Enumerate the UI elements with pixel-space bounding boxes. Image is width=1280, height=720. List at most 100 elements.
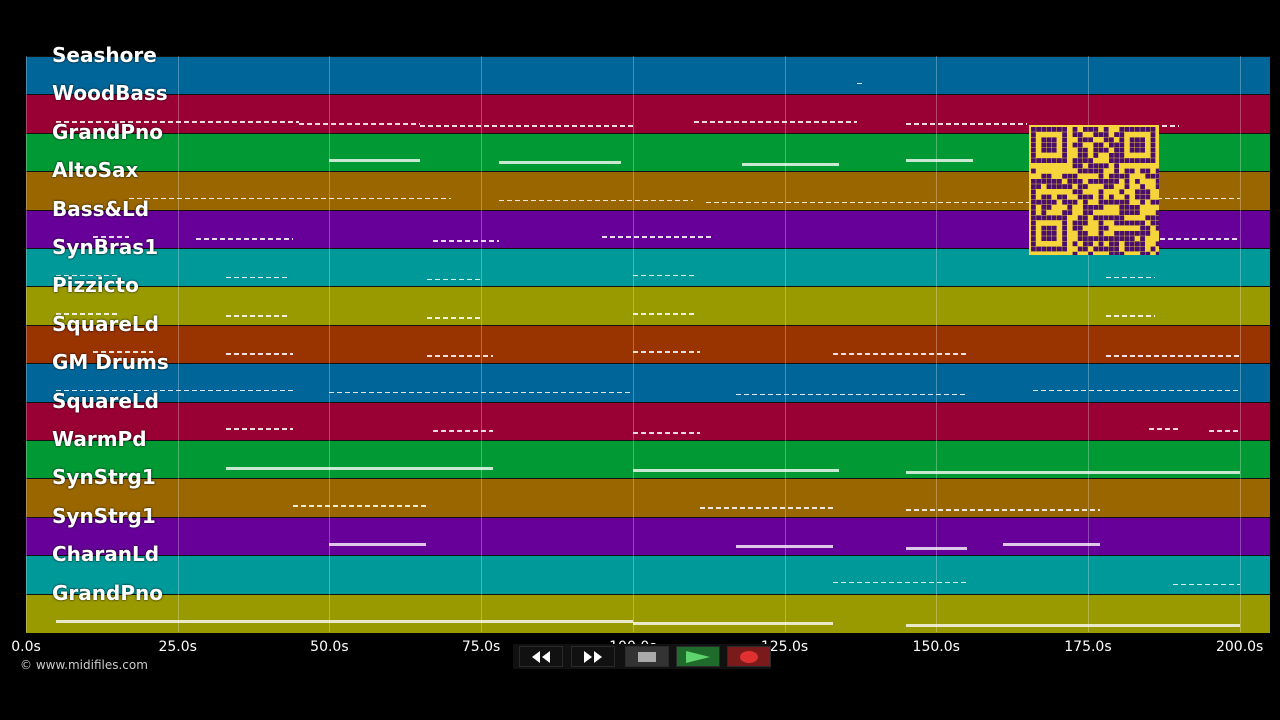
play-button[interactable] (676, 646, 720, 667)
note-segment (905, 624, 1240, 628)
note-segment (833, 581, 967, 584)
note-segment (92, 236, 130, 238)
grid-line (784, 56, 786, 632)
grid-line (1239, 56, 1241, 632)
note-segment (602, 236, 712, 238)
grid-line (632, 56, 634, 632)
grid-line (936, 56, 938, 632)
note-segment (226, 315, 287, 317)
track-label: SquareLd (52, 311, 159, 336)
note-segment (499, 161, 621, 165)
note-segment (329, 543, 427, 547)
note-segment (226, 466, 494, 470)
time-tick-label: 0.0s (11, 639, 41, 655)
track-label: WarmPd (52, 427, 147, 451)
note-segment (632, 468, 840, 472)
note-segment (1209, 430, 1240, 432)
fast-forward-button[interactable] (571, 646, 615, 667)
note-segment (499, 199, 694, 202)
note-segment (1106, 315, 1155, 317)
note-segment (1002, 543, 1101, 547)
note-segment (426, 278, 482, 281)
note-segment (632, 351, 700, 353)
note-segment (735, 393, 967, 396)
note-segment (905, 159, 973, 163)
track-label: AltoSax (52, 158, 139, 183)
track-label: SynStrg1 (52, 503, 156, 528)
note-segment (226, 353, 293, 355)
note-segment (56, 121, 300, 123)
note-segment (426, 355, 494, 357)
rewind-icon (532, 650, 550, 663)
track-lane (26, 440, 1270, 480)
grid-line (329, 56, 331, 632)
note-segment (905, 123, 1028, 125)
track-lane (26, 401, 1270, 441)
track-label: GM Drums (52, 350, 169, 375)
track-lane (26, 478, 1270, 518)
note-segment (129, 197, 451, 200)
time-tick-label: 125.0s (760, 639, 809, 655)
grid-line (1087, 56, 1089, 632)
note-segment (905, 470, 1240, 474)
rewind-button[interactable] (519, 646, 563, 667)
note-segment (56, 389, 293, 392)
note-segment (833, 353, 967, 355)
note-segment (432, 430, 494, 432)
track-lane (26, 516, 1270, 557)
note-segment (293, 505, 427, 507)
note-segment (1106, 355, 1240, 357)
note-segment (92, 351, 154, 353)
note-segment (632, 274, 694, 277)
track-label: WoodBass (52, 81, 168, 106)
record-button[interactable] (727, 646, 771, 667)
track-label: Bass&Ld (52, 196, 150, 221)
time-tick-label: 25.0s (158, 639, 197, 655)
time-tick-label: 200.0s (1215, 639, 1264, 655)
play-icon (686, 650, 710, 663)
track-label: Seashore (52, 43, 157, 67)
note-segment (329, 391, 633, 394)
note-segment (705, 201, 1088, 204)
note-segment (742, 163, 840, 167)
track-lane (26, 286, 1270, 326)
time-tick-label: 150.0s (912, 639, 960, 655)
note-segment (632, 432, 700, 434)
track-label: SquareLd (52, 388, 159, 413)
grid-line (177, 56, 179, 632)
stop-button[interactable] (625, 646, 669, 667)
note-segment (632, 622, 834, 626)
note-segment (735, 545, 834, 549)
time-tick-label: 75.0s (461, 639, 501, 655)
track-label: SynBras1 (52, 235, 159, 259)
note-segment (1136, 238, 1240, 240)
note-segment (905, 509, 1101, 511)
grid-line (481, 56, 483, 632)
note-segment (329, 159, 421, 163)
note-segment (426, 317, 482, 319)
grid-line (26, 56, 27, 632)
note-segment (1106, 276, 1155, 279)
note-segment (1172, 583, 1240, 586)
track-lane (26, 593, 1270, 633)
track-label: GrandPno (52, 580, 163, 605)
note-segment (432, 240, 500, 242)
track-lane (26, 555, 1270, 595)
note-segment (299, 123, 421, 125)
track-lane (26, 56, 1270, 96)
note-segment (226, 428, 293, 430)
note-segment (195, 238, 293, 240)
note-segment (632, 313, 694, 315)
note-segment (693, 121, 858, 123)
track-label: SynStrg1 (52, 465, 156, 490)
note-segment (420, 125, 633, 127)
track-label: Pizzicto (52, 273, 139, 298)
note-segment (56, 313, 117, 315)
track-lane (26, 324, 1270, 365)
fast-forward-icon (584, 650, 602, 663)
track-label: GrandPno (52, 119, 163, 144)
qr-code (1029, 125, 1161, 257)
note-segment (56, 620, 633, 624)
note-segment (857, 82, 864, 85)
playback-controls (513, 644, 771, 669)
